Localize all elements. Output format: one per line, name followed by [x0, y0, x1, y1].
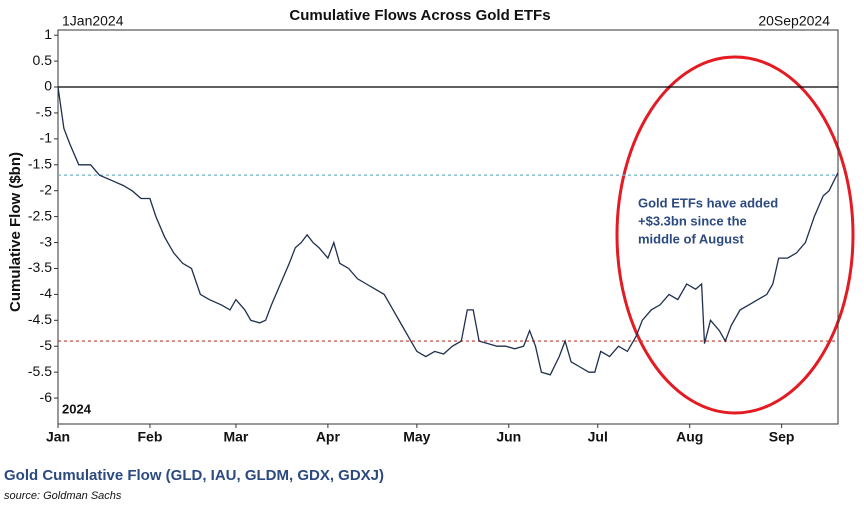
y-tick-label: -2	[40, 181, 53, 197]
plot-frame	[57, 29, 839, 425]
y-tick-label: -1	[40, 130, 53, 146]
y-tick-label: -5.5	[28, 363, 52, 379]
x-tick-label: Jan	[46, 429, 70, 445]
x-tick-label: Jul	[588, 429, 608, 445]
x-tick-label: Aug	[676, 429, 703, 445]
y-tick-label: -3	[40, 233, 53, 249]
x-tick-label: Mar	[223, 429, 248, 445]
y-tick-label: -4.5	[28, 311, 52, 327]
start-label: 1Jan2024	[62, 13, 124, 29]
y-axis-label: Cumulative Flow ($bn)	[7, 152, 24, 312]
annotation: +$3.3bn since the	[638, 213, 747, 228]
y-tick-label: -.5	[36, 104, 53, 120]
y-tick-label: -2.5	[28, 207, 52, 223]
y-tick-label: -4	[40, 285, 53, 301]
x-tick-label: Feb	[137, 429, 162, 445]
x-tick-label: Jun	[496, 429, 521, 445]
footer-title: Gold Cumulative Flow (GLD, IAU, GLDM, GD…	[4, 467, 384, 484]
y-tick-label: 0	[44, 78, 52, 94]
y-tick-label: 0.5	[33, 52, 53, 68]
y-tick-label: 1	[44, 26, 52, 42]
highlight-ellipse	[615, 55, 855, 415]
year-label: 2024	[62, 401, 92, 416]
x-tick-label: Apr	[316, 429, 341, 445]
y-tick-label: -6	[40, 389, 53, 405]
flow-line	[57, 86, 839, 376]
y-tick-label: -3.5	[28, 259, 52, 275]
annotation: Gold ETFs have added	[638, 195, 778, 210]
end-label: 20Sep2024	[758, 13, 830, 29]
x-tick-label: Sep	[769, 429, 795, 445]
y-tick-label: -1.5	[28, 155, 52, 171]
annotation: middle of August	[638, 231, 744, 246]
source: source: Goldman Sachs	[4, 490, 122, 502]
y-tick-label: -5	[40, 337, 53, 353]
chart-title: Cumulative Flows Across Gold ETFs	[289, 7, 550, 24]
x-tick-label: May	[403, 429, 430, 445]
